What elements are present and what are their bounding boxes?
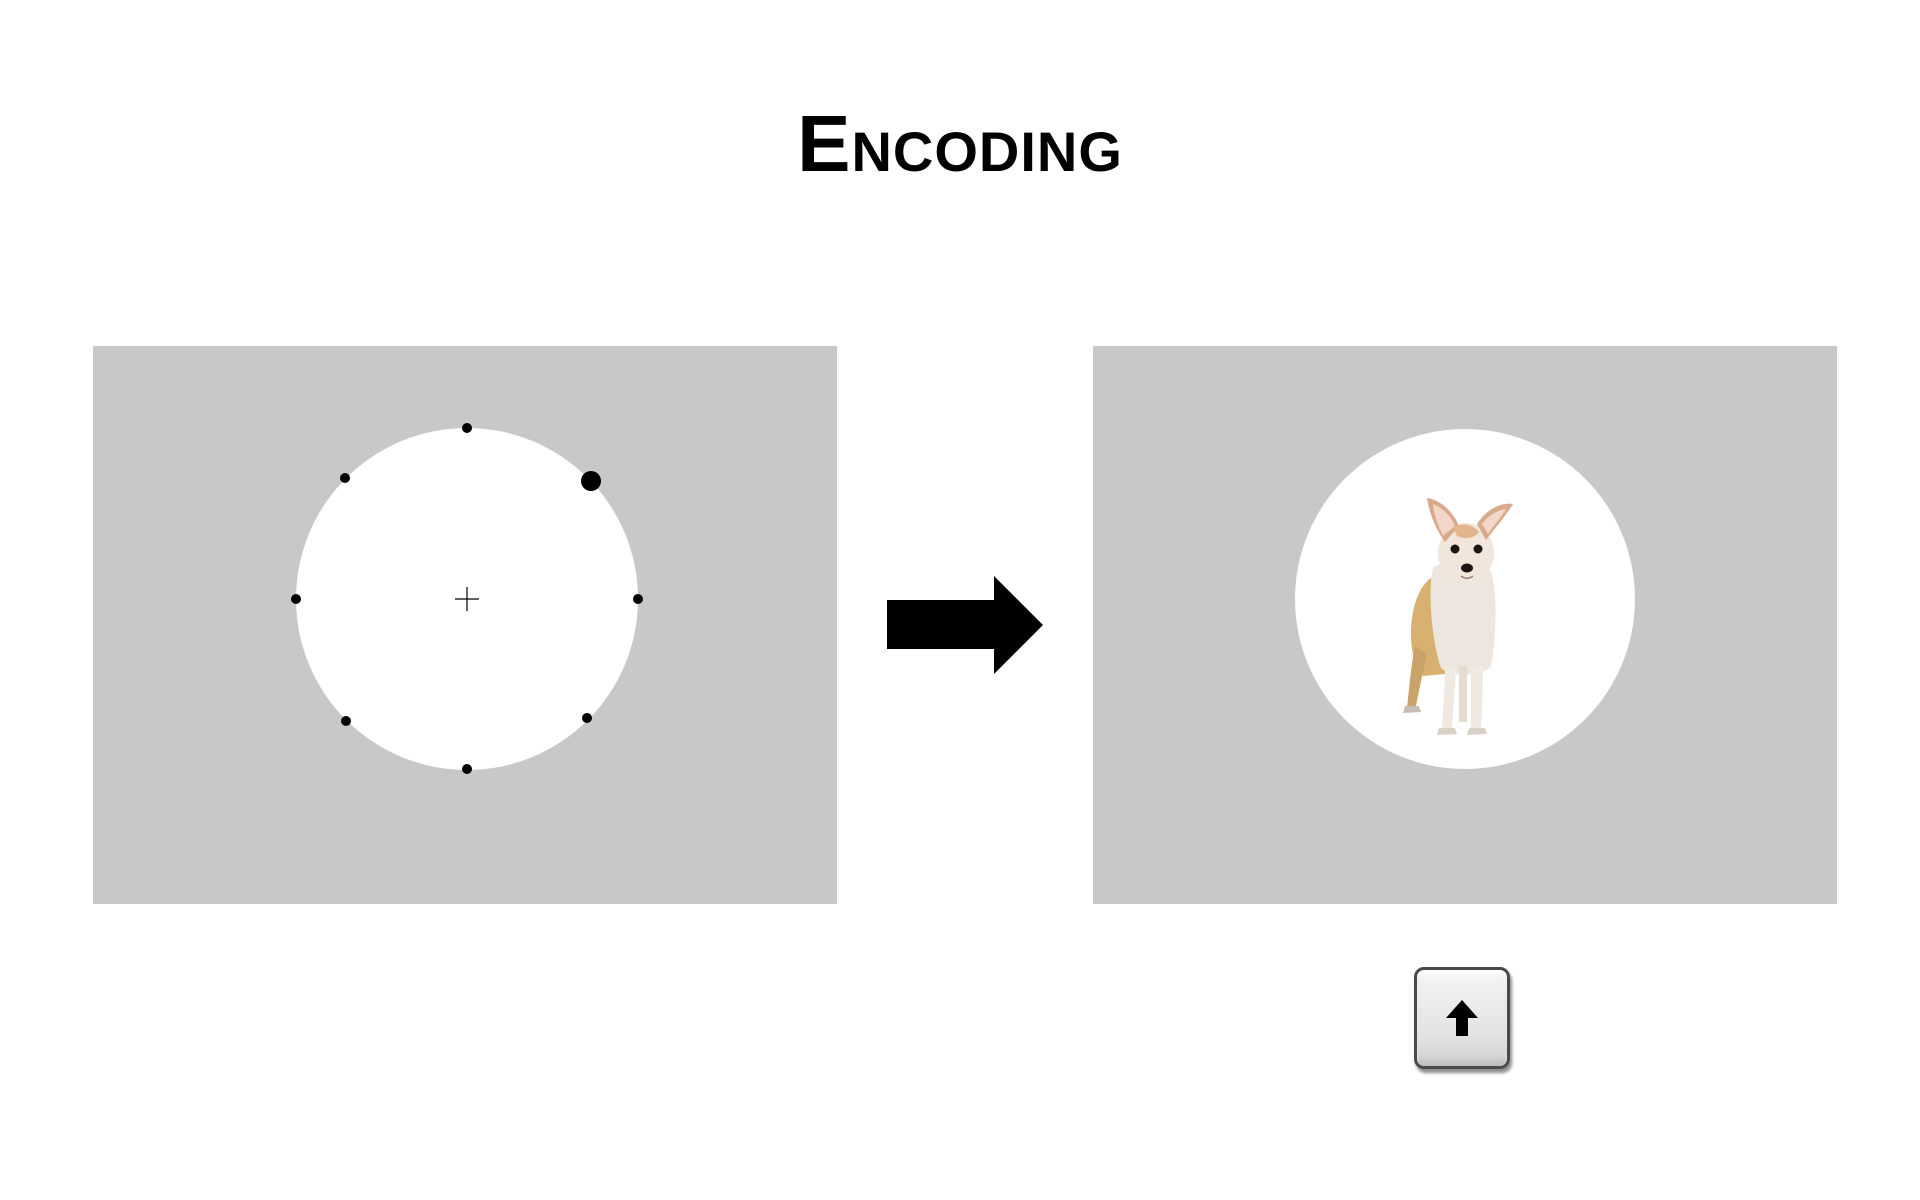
stimulus-display-svg bbox=[1295, 429, 1635, 769]
location-dot bbox=[340, 473, 350, 483]
encoding-display-svg bbox=[291, 423, 643, 774]
chihuahua-dog-image bbox=[1403, 498, 1513, 735]
location-dot bbox=[291, 594, 301, 604]
arrow-up-icon bbox=[1446, 1000, 1478, 1036]
stimulus-display-panel bbox=[1093, 346, 1837, 904]
location-dot bbox=[633, 594, 643, 604]
encoding-display-panel bbox=[93, 346, 837, 904]
location-dot bbox=[462, 764, 472, 774]
fixation-cross bbox=[455, 587, 479, 611]
highlighted-location-dot bbox=[581, 471, 601, 491]
right-arrow-icon bbox=[887, 576, 1044, 679]
up-arrow-key bbox=[1414, 967, 1510, 1069]
slide-title: Encoding bbox=[797, 99, 1123, 188]
location-markers bbox=[291, 423, 643, 774]
location-dot bbox=[341, 716, 351, 726]
location-dot bbox=[462, 423, 472, 433]
location-dot bbox=[582, 713, 592, 723]
